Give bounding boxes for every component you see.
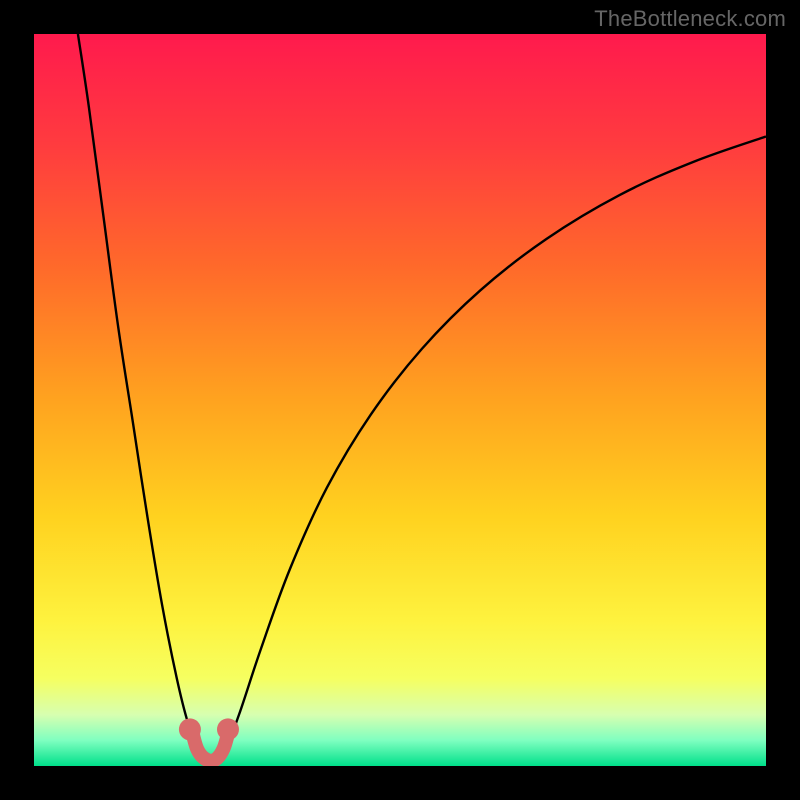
watermark-text: TheBottleneck.com — [594, 6, 786, 32]
trough-dot-right — [217, 718, 239, 740]
curve-layer — [34, 34, 766, 766]
plot-area — [34, 34, 766, 766]
bottleneck-curve-left — [78, 34, 210, 765]
bottleneck-curve-right — [210, 136, 766, 764]
trough-dot-left — [179, 718, 201, 740]
